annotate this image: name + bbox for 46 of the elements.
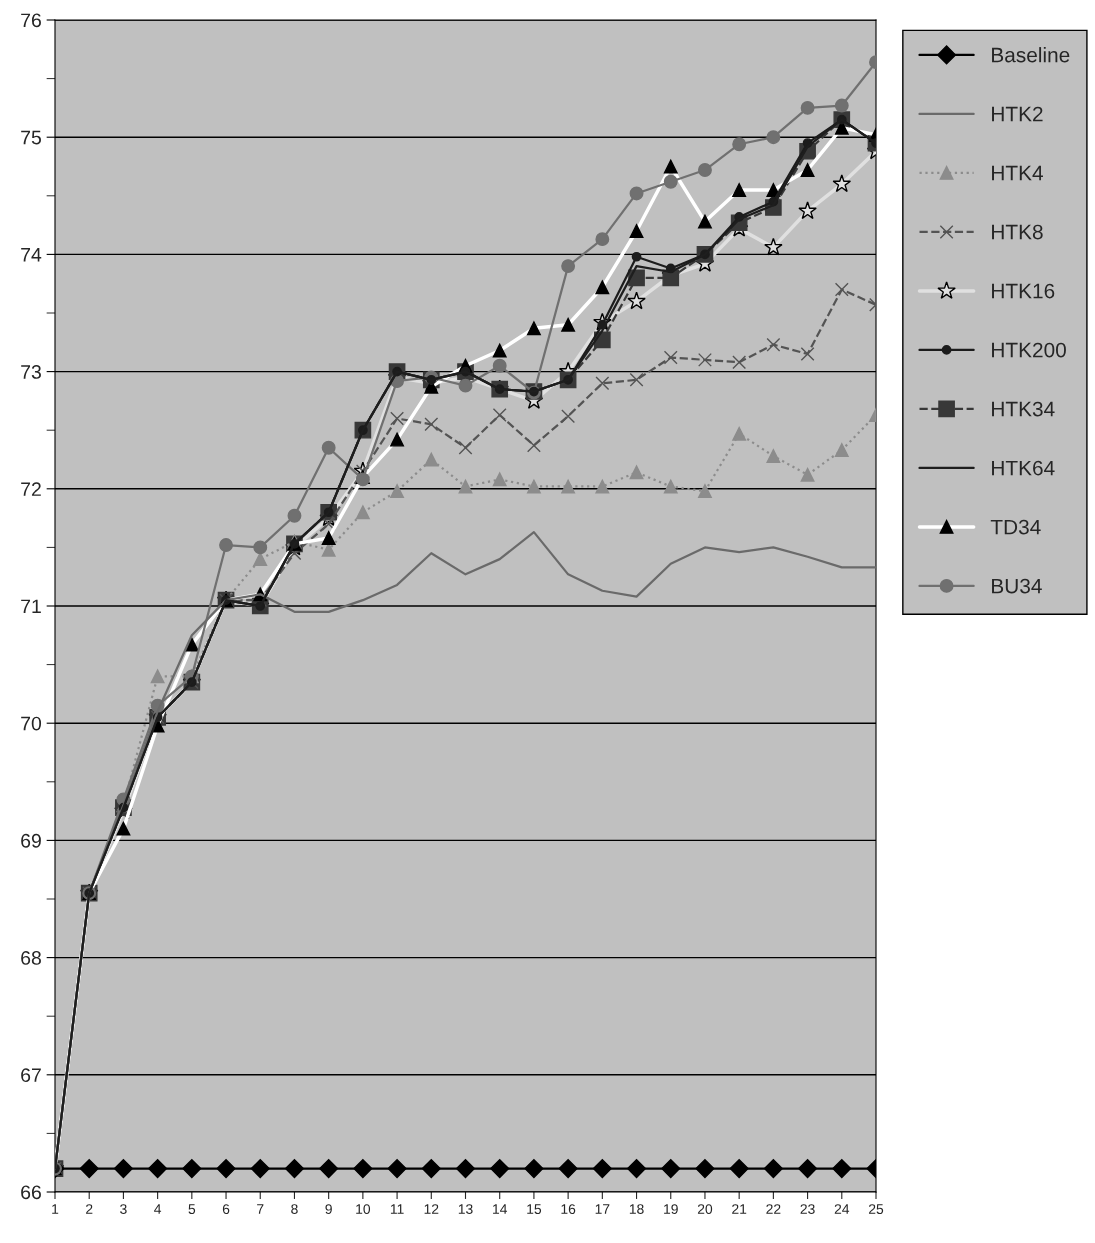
y-tick-label: 73 <box>21 365 41 379</box>
x-tick-label: 8 <box>291 1204 298 1215</box>
x-tick-label: 20 <box>697 1204 713 1215</box>
x-tick-label: 14 <box>493 1204 508 1214</box>
y-tick-label: 67 <box>21 1068 41 1083</box>
x-tick-label: 21 <box>732 1204 747 1214</box>
x-tick-label: 9 <box>325 1204 332 1215</box>
legend-label: HTK4 <box>992 165 1043 181</box>
x-tick-label: 2 <box>86 1204 93 1214</box>
x-tick-label: 16 <box>561 1204 576 1215</box>
x-tick-label: 1 <box>52 1204 59 1214</box>
x-tick-label: 22 <box>766 1204 781 1214</box>
x-tick-label: 7 <box>257 1204 264 1214</box>
x-tick-label: 3 <box>120 1204 127 1215</box>
x-tick-label: 5 <box>188 1204 196 1215</box>
x-tick-label: 25 <box>868 1204 884 1215</box>
x-tick-label: 11 <box>390 1204 404 1214</box>
x-tick-label: 6 <box>222 1204 230 1215</box>
legend-label: HTK64 <box>992 460 1055 476</box>
y-tick-label: 69 <box>21 833 41 848</box>
y-tick-label: 76 <box>21 13 41 28</box>
legend-label: HTK200 <box>992 342 1066 358</box>
legend-label: HTK2 <box>992 106 1043 122</box>
x-tick-label: 17 <box>595 1204 610 1214</box>
y-tick-label: 68 <box>21 951 41 965</box>
legend-label: BU34 <box>992 578 1042 594</box>
legend-label: HTK34 <box>992 401 1055 417</box>
x-tick-label: 15 <box>527 1204 542 1215</box>
y-tick-label: 75 <box>21 130 41 145</box>
legend-label: HTK16 <box>992 283 1055 299</box>
x-tick-label: 19 <box>664 1204 678 1215</box>
x-tick-label: 12 <box>424 1204 439 1214</box>
x-tick-label: 23 <box>800 1204 815 1215</box>
x-tick-label: 4 <box>154 1204 162 1214</box>
x-tick-label: 18 <box>629 1204 644 1215</box>
x-tick-label: 24 <box>834 1204 850 1214</box>
y-tick-label: 72 <box>21 482 41 496</box>
x-tick-label: 10 <box>356 1204 371 1215</box>
y-tick-label: 74 <box>21 248 42 262</box>
legend-label: Baseline <box>992 47 1070 63</box>
y-tick-label: 70 <box>21 716 42 731</box>
y-tick-label: 66 <box>21 1185 41 1200</box>
legend-label: TD34 <box>990 519 1041 535</box>
y-tick-label: 71 <box>21 599 41 614</box>
legend-label: HTK8 <box>992 224 1043 240</box>
x-tick-label: 13 <box>458 1204 473 1215</box>
